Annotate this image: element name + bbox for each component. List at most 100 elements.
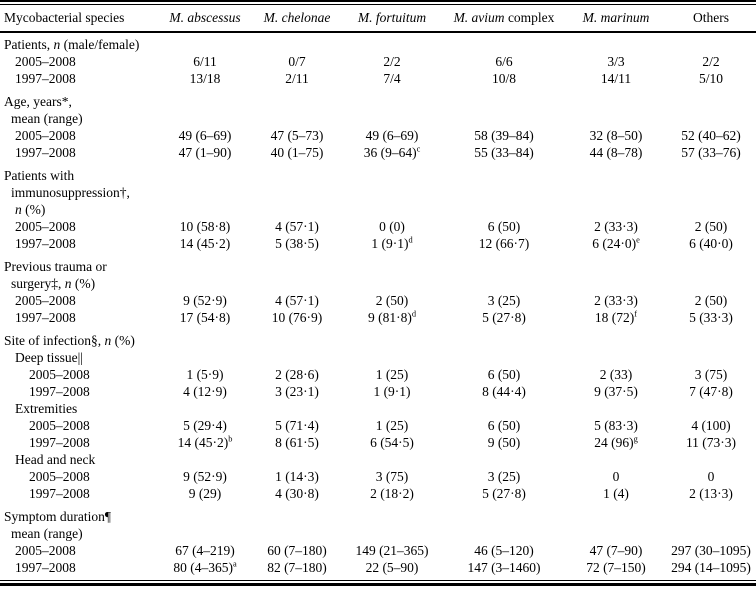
footnote-superscript: b	[228, 434, 233, 444]
value-cell: 6 (54·5)	[370, 435, 414, 450]
value-cell: 0/7	[288, 54, 306, 69]
value-cell	[666, 32, 756, 53]
value-cell: 3 (75)	[375, 469, 409, 484]
value-cell: 60 (7–180)	[267, 543, 327, 558]
value-cell: 4 (12·9)	[183, 384, 227, 399]
row-label: 1997–2008	[15, 236, 76, 251]
row-label: 2005–2008	[15, 128, 76, 143]
value-cell	[158, 275, 252, 292]
value-cell: 2/11	[285, 71, 309, 86]
value-cell: 149 (21–365)	[355, 543, 429, 558]
value-cell: 2 (33·3)	[594, 219, 638, 234]
value-cell	[666, 252, 756, 275]
table-row: 1997–2008 14 (45·2) 5 (38·5) 1 (9·1)d 12 (66…	[0, 235, 756, 252]
value-cell: 6/11	[193, 54, 217, 69]
table-body: Patients, n (male/female) 2005–2008 6/11 0/…	[0, 32, 756, 576]
value-cell: 2 (18·2)	[370, 486, 414, 501]
row-label: Head and neck	[15, 452, 96, 467]
value-cell: 47 (5–73)	[270, 128, 324, 143]
row-label: Patients, n (male/female)	[4, 37, 140, 52]
value-cell: 1 (9·1)d	[371, 235, 413, 251]
row-label: 1997–2008	[29, 435, 90, 450]
value-cell	[666, 184, 756, 201]
value-cell	[666, 400, 756, 417]
table-bottom-rule	[0, 580, 756, 586]
row-label: 2005–2008	[15, 293, 76, 308]
value-cell	[566, 32, 666, 53]
value-cell: 4 (57·1)	[275, 219, 319, 234]
value-cell	[442, 110, 566, 127]
table-row: 1997–2008 4 (12·9) 3 (23·1) 1 (9·1) 8 (44·4)…	[0, 383, 756, 400]
value-cell	[342, 110, 442, 127]
value-cell	[342, 502, 442, 525]
table-row: surgery‡, n (%)	[0, 275, 756, 292]
value-cell: 5 (38·5)	[275, 236, 319, 251]
value-cell	[158, 201, 252, 218]
value-cell: 80 (4–365)a	[173, 559, 237, 575]
value-cell: 1 (9·1)	[373, 384, 411, 399]
table-row: 2005–2008 6/11 0/7 2/2 6/6 3/3 2/2	[0, 53, 756, 70]
value-cell: 9 (29)	[188, 486, 222, 501]
value-cell	[666, 201, 756, 218]
value-cell: 6 (40·0)	[689, 236, 733, 251]
value-cell: 4 (57·1)	[275, 293, 319, 308]
value-cell: 6 (50)	[487, 418, 521, 433]
row-label: 2005–2008	[29, 367, 90, 382]
value-cell: 4 (30·8)	[275, 486, 319, 501]
value-cell	[158, 400, 252, 417]
value-cell	[252, 32, 342, 53]
value-cell	[666, 110, 756, 127]
table-row: mean (range)	[0, 110, 756, 127]
value-cell: 2 (50)	[694, 293, 728, 308]
value-cell: 10/8	[491, 71, 516, 86]
table-row: 1997–2008 13/18 2/11 7/4 10/8 14/11 5/10	[0, 70, 756, 87]
value-cell	[342, 201, 442, 218]
value-cell: 14 (45·2)	[179, 236, 231, 251]
value-cell: 1 (25)	[375, 367, 409, 382]
value-cell: 24 (96)g	[594, 434, 638, 450]
value-cell: 2/2	[702, 54, 720, 69]
value-cell	[442, 87, 566, 110]
value-cell	[158, 525, 252, 542]
table-row: Symptom duration¶	[0, 502, 756, 525]
value-cell: 9 (37·5)	[594, 384, 638, 399]
value-cell	[158, 502, 252, 525]
row-label: 1997–2008	[29, 486, 90, 501]
value-cell	[252, 252, 342, 275]
value-cell	[442, 400, 566, 417]
table-row: 2005–2008 5 (29·4) 5 (71·4) 1 (25) 6 (50) 5 (…	[0, 417, 756, 434]
row-label: Site of infection§, n (%)	[4, 333, 135, 348]
value-cell: 3 (23·1)	[275, 384, 319, 399]
row-label: 1997–2008	[29, 384, 90, 399]
value-cell	[158, 32, 252, 53]
value-cell	[252, 502, 342, 525]
row-label: Patients with	[4, 168, 75, 183]
value-cell: 14/11	[600, 71, 632, 86]
value-cell	[252, 184, 342, 201]
table-row: Deep tissue||	[0, 349, 756, 366]
table-row: 1997–2008 47 (1–90) 40 (1–75) 36 (9–64)c 55 …	[0, 144, 756, 161]
value-cell	[566, 110, 666, 127]
row-label: 1997–2008	[15, 71, 76, 86]
value-cell: 7 (47·8)	[689, 384, 733, 399]
value-cell: 13/18	[189, 71, 221, 86]
value-cell: 9 (52·9)	[183, 293, 227, 308]
value-cell: 40 (1–75)	[270, 145, 324, 160]
value-cell	[442, 525, 566, 542]
value-cell	[566, 400, 666, 417]
value-cell	[666, 502, 756, 525]
value-cell: 5 (33·3)	[689, 310, 733, 325]
value-cell: 147 (3–1460)	[467, 560, 541, 575]
table-row: mean (range)	[0, 525, 756, 542]
value-cell: 18 (72)f	[594, 309, 638, 325]
value-cell	[342, 275, 442, 292]
value-cell: 0	[707, 469, 715, 484]
row-label: Previous trauma or	[4, 259, 107, 274]
value-cell	[252, 326, 342, 349]
value-cell: 10 (76·9)	[271, 310, 323, 325]
value-cell	[566, 252, 666, 275]
table-row: Extremities	[0, 400, 756, 417]
footnote-superscript: f	[634, 309, 638, 319]
value-cell	[158, 161, 252, 184]
